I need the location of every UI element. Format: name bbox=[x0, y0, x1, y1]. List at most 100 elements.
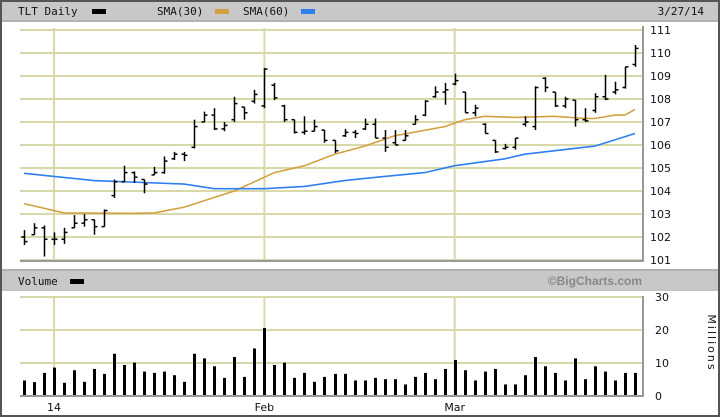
chart-date: 3/27/14 bbox=[658, 5, 705, 18]
ohlc-bar bbox=[111, 179, 118, 198]
volume-bar bbox=[313, 381, 316, 396]
volume-bar bbox=[63, 382, 66, 396]
volume-bar bbox=[364, 380, 367, 396]
price-tick-label: 109 bbox=[650, 70, 671, 83]
ohlc-bar bbox=[502, 143, 509, 150]
volume-label: Volume bbox=[18, 275, 58, 288]
volume-axis: 0 10 20 30 bbox=[655, 291, 669, 403]
ohlc-bar bbox=[291, 118, 298, 134]
ohlc-bar bbox=[472, 104, 479, 117]
volume-bar bbox=[213, 366, 216, 396]
ohlc-bar bbox=[452, 73, 459, 86]
volume-bar bbox=[464, 370, 467, 396]
ohlc-bar bbox=[562, 96, 569, 109]
volume-bar bbox=[374, 377, 377, 396]
ohlc-bar bbox=[572, 99, 579, 127]
volume-bar bbox=[424, 372, 427, 396]
volume-tick-label: 0 bbox=[655, 390, 662, 403]
x-tick-label: Feb bbox=[255, 401, 274, 414]
volume-bar bbox=[554, 372, 557, 396]
volume-bar bbox=[23, 380, 26, 396]
price-tick-label: 108 bbox=[650, 93, 671, 106]
sma-lines bbox=[23, 108, 636, 215]
volume-bar bbox=[293, 377, 296, 396]
sma30-label: SMA(30) bbox=[157, 5, 203, 18]
price-tick-label: 110 bbox=[650, 47, 671, 60]
volume-bar bbox=[323, 376, 326, 396]
volume-bar bbox=[494, 368, 497, 396]
ohlc-bar bbox=[522, 116, 529, 127]
volume-bar bbox=[243, 376, 246, 396]
volume-bar bbox=[634, 372, 637, 396]
ohlc-bar bbox=[352, 130, 359, 139]
price-tick-label: 107 bbox=[650, 116, 671, 129]
x-tick-label: 14 bbox=[47, 401, 61, 414]
volume-bar bbox=[544, 366, 547, 396]
ohlc-bar bbox=[31, 223, 38, 236]
volume-bar bbox=[133, 362, 136, 396]
volume-bar bbox=[394, 379, 397, 396]
x-tick-label: Mar bbox=[444, 401, 465, 414]
sma60-line bbox=[23, 132, 636, 190]
ohlc-bar bbox=[362, 118, 369, 131]
volume-legend-swatch bbox=[70, 279, 84, 284]
volume-bar bbox=[504, 384, 507, 396]
volume-bar bbox=[514, 384, 517, 396]
volume-bar bbox=[564, 380, 567, 396]
ohlc-bar bbox=[141, 178, 148, 194]
ohlc-bar bbox=[582, 108, 589, 122]
sma60-label: SMA(60) bbox=[243, 5, 289, 18]
ohlc-bar bbox=[532, 86, 539, 131]
ohlc-bar bbox=[131, 171, 138, 183]
volume-bar bbox=[303, 372, 306, 396]
volume-bar bbox=[444, 368, 447, 396]
volume-bar bbox=[233, 357, 236, 396]
ohlc-bar bbox=[231, 96, 238, 122]
ohlc-bar bbox=[492, 139, 499, 154]
volume-bar bbox=[163, 371, 166, 396]
ohlc-bar bbox=[542, 77, 549, 93]
ohlc-bar bbox=[612, 81, 619, 95]
volume-tick-label: 20 bbox=[655, 324, 669, 337]
ohlc-bar bbox=[592, 93, 599, 113]
volume-bar bbox=[534, 357, 537, 396]
volume-bar bbox=[434, 379, 437, 396]
ohlc-bar bbox=[512, 137, 519, 150]
ohlc-bar bbox=[221, 122, 228, 132]
volume-bar bbox=[263, 328, 266, 396]
volume-bar bbox=[103, 373, 106, 396]
volume-bar bbox=[474, 380, 477, 396]
ohlc-bar bbox=[101, 209, 108, 228]
ohlc-bar bbox=[261, 67, 268, 109]
volume-bar bbox=[203, 358, 206, 396]
volume-bar bbox=[143, 371, 146, 396]
ohlc-bar bbox=[181, 151, 188, 162]
volume-unit-label: Millions bbox=[705, 314, 718, 371]
volume-bar bbox=[344, 373, 347, 396]
ohlc-bar bbox=[622, 66, 629, 89]
ohlc-bar bbox=[211, 108, 218, 131]
ohlc-bar bbox=[412, 115, 419, 126]
ohlc-bar bbox=[151, 166, 158, 176]
ohlc-bar bbox=[382, 130, 389, 152]
volume-tick-label: 10 bbox=[655, 357, 669, 370]
price-tick-label: 102 bbox=[650, 231, 671, 244]
ohlc-bar bbox=[41, 225, 48, 257]
volume-bar bbox=[334, 373, 337, 396]
sma30-legend-swatch bbox=[215, 9, 229, 14]
volume-bar bbox=[454, 360, 457, 396]
ohlc-bar bbox=[271, 82, 278, 101]
ohlc-bar bbox=[191, 119, 198, 149]
sma30-line bbox=[23, 108, 636, 215]
ohlc-bar bbox=[121, 165, 128, 183]
ohlc-bar bbox=[201, 111, 208, 123]
price-tick-label: 105 bbox=[650, 162, 671, 175]
ohlc-bar bbox=[321, 129, 328, 143]
volume-bar bbox=[113, 353, 116, 396]
sma60-legend-swatch bbox=[301, 9, 315, 14]
volume-tick-label: 30 bbox=[655, 291, 669, 304]
price-legend-swatch bbox=[92, 9, 106, 14]
volume-bars bbox=[23, 328, 637, 396]
volume-header-bar bbox=[2, 271, 718, 289]
ohlc-bar bbox=[161, 156, 168, 174]
